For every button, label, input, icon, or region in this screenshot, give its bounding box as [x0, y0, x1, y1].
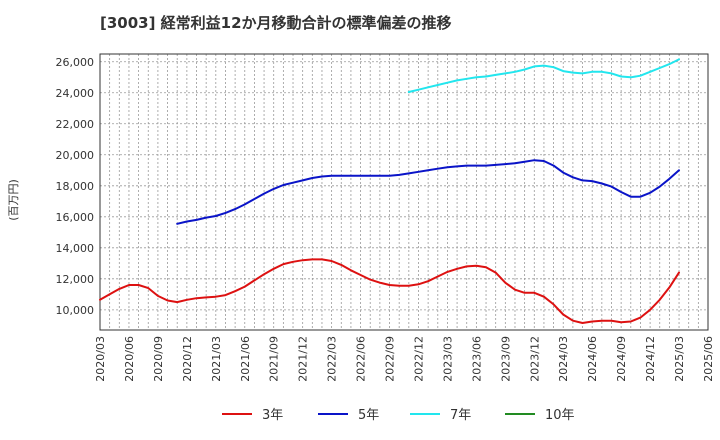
series-lines: [99, 58, 680, 324]
y-axis-label: (百万円): [7, 179, 20, 221]
legend-label-2: 5年: [358, 408, 379, 423]
grid-lines: [99, 54, 709, 330]
x-tick-label: 2021/03: [210, 336, 223, 382]
x-tick-label: 2020/12: [181, 336, 194, 382]
x-tick-label: 2022/12: [412, 336, 425, 382]
y-tick-label: 24,000: [56, 87, 95, 100]
x-tick-label: 2022/06: [355, 336, 368, 382]
x-tick-label: 2025/06: [702, 336, 715, 382]
y-tick-label: 10,000: [56, 304, 95, 317]
y-tick-label: 18,000: [56, 180, 95, 193]
y-tick-label: 26,000: [56, 56, 95, 69]
x-tick-label: 2021/12: [297, 336, 310, 382]
legend-label-1: 3年: [262, 408, 283, 423]
x-tick-label: 2024/06: [586, 336, 599, 382]
chart-title: [3003] 経常利益12か月移動合計の標準偏差の推移: [100, 14, 452, 32]
legend-label-4: 10年: [545, 408, 575, 423]
y-tick-label: 22,000: [56, 118, 95, 131]
legend-label-3: 7年: [450, 408, 471, 423]
x-tick-label: 2024/09: [615, 336, 628, 382]
y-tick-label: 12,000: [56, 273, 95, 286]
x-tick-label: 2023/03: [441, 336, 454, 382]
x-axis-ticks: 2020/03 2020/06 2020/09 2020/12 2021/03 2021/…: [94, 336, 715, 382]
y-axis-ticks: 10,000 12,000 14,000 16,000 18,000 20,000 22,0…: [56, 56, 95, 317]
y-tick-label: 14,000: [56, 242, 95, 255]
x-tick-label: 2025/03: [673, 336, 686, 382]
x-tick-label: 2022/03: [326, 336, 339, 382]
x-tick-label: 2022/09: [384, 336, 397, 382]
x-tick-label: 2020/09: [152, 336, 165, 382]
x-tick-label: 2024/03: [557, 336, 570, 382]
x-tick-label: 2024/12: [644, 336, 657, 382]
x-tick-label: 2023/09: [499, 336, 512, 382]
y-tick-label: 20,000: [56, 149, 95, 162]
x-tick-label: 2021/09: [268, 336, 281, 382]
plot-area-frame: [99, 53, 709, 331]
series-line-1: [99, 258, 680, 324]
x-tick-label: 2020/06: [123, 336, 136, 382]
series-line-3: [407, 58, 680, 93]
x-tick-label: 2021/06: [239, 336, 252, 382]
x-tick-label: 2023/06: [470, 336, 483, 382]
x-tick-label: 2023/12: [528, 336, 541, 382]
legend: 3年 5年 7年 10年: [222, 408, 575, 423]
x-tick-label: 2020/03: [94, 336, 107, 382]
y-tick-label: 16,000: [56, 211, 95, 224]
series-line-2: [176, 159, 680, 225]
